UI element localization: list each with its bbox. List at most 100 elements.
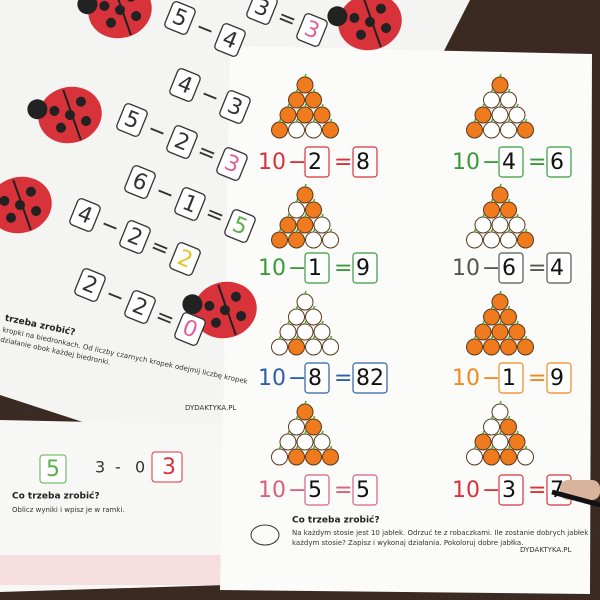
ladybug	[182, 281, 257, 339]
equation-token: 5	[356, 478, 370, 503]
apple-stem	[321, 103, 324, 108]
apple-stem	[312, 198, 316, 203]
footer: działania.	[5, 406, 39, 414]
apple	[305, 231, 322, 249]
ladybug-dot	[365, 17, 375, 27]
decorations	[0, 0, 534, 546]
answer-box	[546, 252, 572, 284]
apple-stem	[499, 430, 502, 435]
apple-stem	[295, 118, 299, 123]
apple	[271, 121, 288, 139]
apple	[483, 308, 500, 326]
apple-stem	[490, 305, 494, 310]
ladybug	[27, 86, 102, 144]
apple-stem	[312, 228, 316, 233]
apple	[305, 91, 322, 109]
apple	[508, 323, 526, 341]
tile-box	[119, 220, 151, 254]
tile: 2	[119, 220, 151, 254]
ladybug-dot	[355, 29, 366, 40]
apple-stem	[516, 103, 519, 108]
apple	[466, 121, 483, 139]
apple	[517, 338, 534, 356]
apple-stem	[278, 335, 282, 340]
apple-stem	[482, 213, 485, 218]
tile-box	[174, 187, 206, 221]
apple	[491, 186, 509, 204]
ladybug-dot	[15, 200, 25, 210]
apple-stem	[312, 415, 316, 420]
apple-stem	[499, 213, 502, 218]
apple	[296, 403, 314, 421]
equation-token: −	[288, 366, 306, 391]
equation-token: −	[482, 150, 500, 175]
answer-box	[304, 362, 330, 394]
apple	[517, 231, 534, 249]
apple	[296, 433, 314, 451]
apple	[279, 323, 297, 341]
apple-stem	[312, 305, 316, 310]
tile-box	[246, 0, 278, 25]
equation-token: =	[334, 256, 352, 281]
apple-stem	[482, 430, 485, 435]
apple-stem	[312, 118, 316, 123]
apple	[483, 418, 500, 436]
equation-token: −	[288, 478, 306, 503]
instruction-line: każdym stosie? Zapisz i wykonaj działani…	[292, 539, 523, 547]
marker	[551, 489, 600, 508]
apple-stem	[524, 445, 528, 450]
apple	[313, 433, 331, 451]
apple	[483, 338, 500, 356]
equation-token: −	[288, 150, 306, 175]
apple	[483, 91, 500, 109]
apple-stem	[507, 445, 511, 450]
equation-token: 5	[46, 457, 60, 482]
apple	[305, 201, 322, 219]
answer-box	[39, 454, 67, 484]
equation-token: =	[528, 366, 546, 391]
equation-token: 10	[452, 478, 480, 503]
apple-stem	[278, 228, 282, 233]
apple-stem	[507, 305, 511, 310]
apple-stem	[287, 320, 290, 325]
ladybug-head	[77, 0, 98, 15]
equation-token: 3	[95, 458, 105, 477]
apple	[500, 448, 517, 466]
equation-token: 10	[258, 366, 286, 391]
apple-stem	[490, 118, 494, 123]
apple-stem	[507, 335, 511, 340]
apple-stem	[287, 103, 290, 108]
apple-stem	[499, 400, 502, 405]
ladybug-dot	[236, 311, 247, 322]
equation-token: 9	[356, 256, 370, 281]
apple	[296, 216, 314, 234]
apple	[474, 216, 492, 234]
apple	[500, 338, 517, 356]
apple-stem	[295, 198, 299, 203]
apple	[491, 323, 509, 341]
answer-box	[352, 252, 378, 284]
apple-stem	[507, 118, 511, 123]
equation-token: =	[528, 478, 546, 503]
apple-stem	[507, 88, 511, 93]
ladybug-head	[27, 99, 48, 120]
equation-token: −	[288, 256, 306, 281]
ladybug-dot	[375, 3, 386, 14]
answer-box	[304, 474, 330, 506]
apple-stem	[329, 118, 333, 123]
ladybug	[77, 0, 152, 39]
logo: DYDAKTYKA.PL	[185, 404, 237, 412]
apple	[271, 231, 288, 249]
ladybug-dot	[210, 317, 221, 328]
tile-box	[216, 147, 248, 181]
ladybug-dot	[65, 110, 75, 120]
tile: 4	[214, 23, 246, 57]
equation-token: 1	[308, 256, 322, 281]
tile-box	[124, 165, 156, 199]
apple-stem	[287, 213, 290, 218]
logo: DYDAKTYKA.PL	[520, 546, 572, 554]
apple	[296, 293, 314, 311]
equation-token: 6	[502, 256, 516, 281]
apple	[288, 91, 305, 109]
